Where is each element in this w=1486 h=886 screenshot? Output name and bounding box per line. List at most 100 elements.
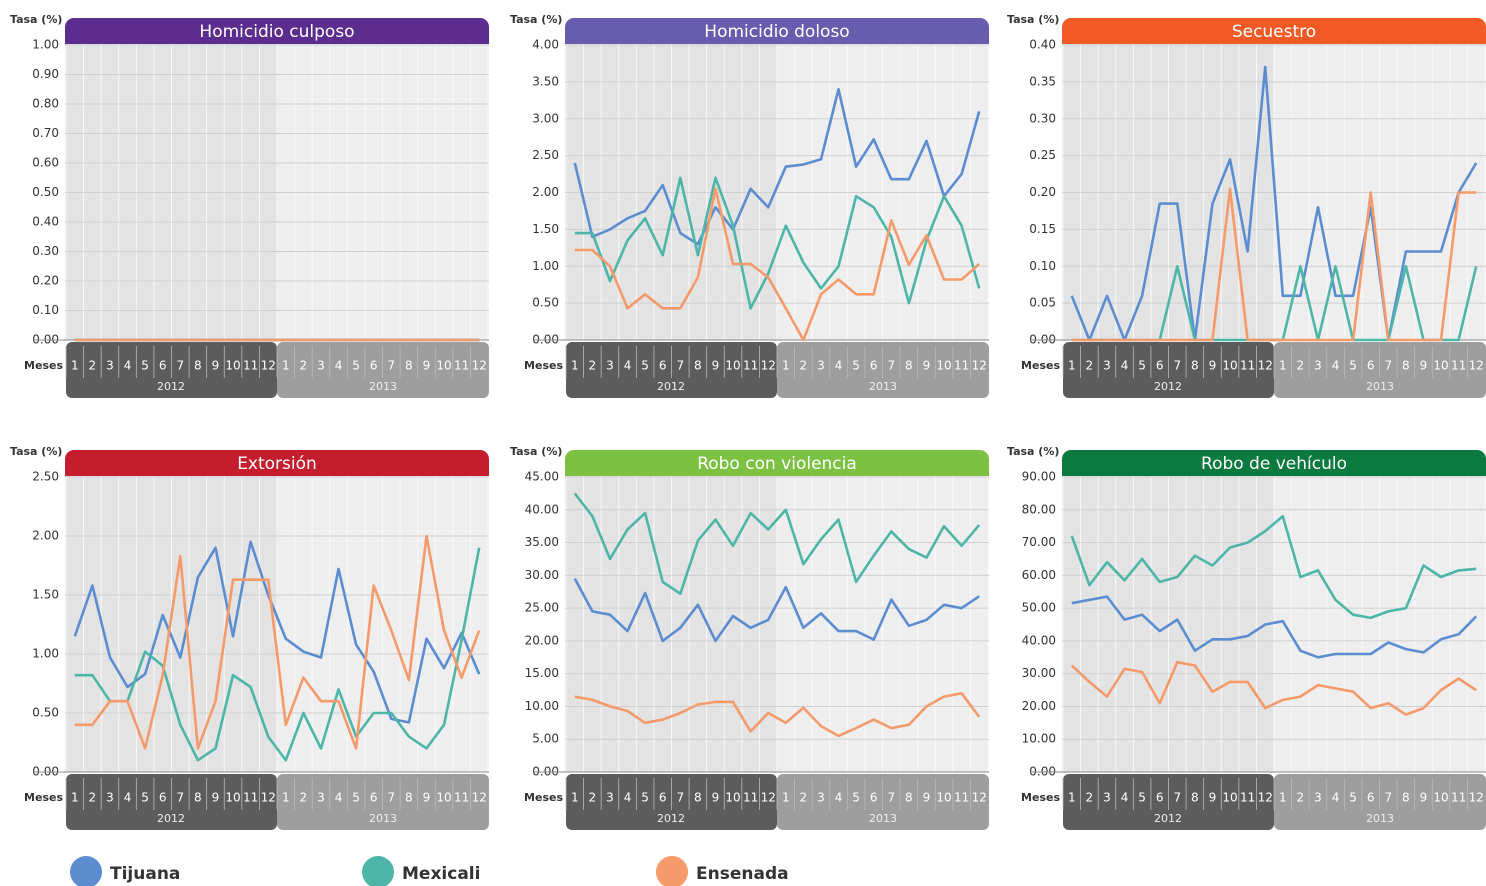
x-tick-label: 11 [743,791,758,805]
y-tick-label: 0.15 [1029,222,1056,236]
y-tick-label: 5.00 [532,732,559,746]
x-tick-label: 12 [472,359,487,373]
year-label: 2012 [157,812,185,825]
y-tick-label: 0.30 [1029,111,1056,125]
x-tick-label: 11 [1451,359,1466,373]
x-tick-label: 4 [335,359,343,373]
y-axis-label: Tasa (%) [510,445,562,458]
year-label: 2012 [657,812,685,825]
legend-swatch [362,856,394,886]
x-tick-label: 11 [243,791,258,805]
x-axis-label: Meses [524,791,563,804]
y-tick-label: 1.00 [532,259,559,273]
x-tick-label: 12 [472,791,487,805]
x-tick-label: 11 [454,791,469,805]
x-tick-label: 10 [725,359,740,373]
x-tick-label: 3 [817,791,825,805]
x-tick-label: 1 [1279,359,1287,373]
year-label: 2013 [869,380,897,393]
x-axis-label: Meses [524,359,563,372]
x-tick-label: 9 [712,359,720,373]
x-tick-label: 2 [89,791,97,805]
x-tick-label: 4 [335,791,343,805]
x-tick-label: 12 [1258,359,1273,373]
x-tick-label: 10 [1222,791,1237,805]
y-tick-label: 0.60 [32,156,59,170]
x-tick-label: 10 [436,359,451,373]
y-tick-label: 0.50 [32,185,59,199]
x-tick-label: 8 [405,359,413,373]
x-tick-label: 12 [1258,791,1273,805]
x-tick-label: 12 [761,359,776,373]
x-tick-label: 3 [317,359,325,373]
x-axis-label: Meses [24,359,63,372]
year-label: 2012 [157,380,185,393]
x-tick-label: 1 [1279,791,1287,805]
x-tick-label: 9 [923,359,931,373]
x-tick-label: 6 [1156,791,1164,805]
y-tick-label: 0.25 [1029,148,1056,162]
x-tick-label: 3 [1314,791,1322,805]
x-tick-label: 6 [159,791,167,805]
x-tick-label: 9 [1420,359,1428,373]
x-tick-label: 9 [1209,359,1217,373]
x-tick-label: 9 [923,791,931,805]
chart-title: Secuestro [1232,22,1316,42]
x-tick-label: 3 [817,359,825,373]
x-tick-label: 9 [1420,791,1428,805]
legend-label: Tijuana [110,864,180,884]
y-tick-label: 3.50 [532,74,559,88]
y-tick-label: 1.00 [32,647,59,661]
x-tick-label: 6 [1367,359,1375,373]
x-tick-label: 7 [176,791,184,805]
y-tick-label: 10.00 [1022,732,1056,746]
x-tick-label: 7 [176,359,184,373]
x-tick-label: 1 [782,359,790,373]
year-label: 2013 [1366,812,1394,825]
x-tick-label: 6 [370,791,378,805]
x-tick-label: 7 [676,359,684,373]
y-tick-label: 2.00 [32,529,59,543]
y-tick-label: 1.50 [532,222,559,236]
x-tick-label: 5 [1138,359,1146,373]
y-tick-label: 35.00 [525,535,559,549]
x-tick-label: 2 [300,359,308,373]
y-tick-label: 3.00 [532,111,559,125]
y-tick-label: 0.35 [1029,74,1056,88]
x-tick-label: 9 [212,359,220,373]
x-tick-label: 5 [141,359,149,373]
x-tick-label: 11 [1451,791,1466,805]
x-tick-label: 1 [1068,359,1076,373]
x-tick-label: 2 [800,359,808,373]
x-tick-label: 4 [1332,359,1340,373]
x-tick-label: 6 [1156,359,1164,373]
x-tick-label: 4 [835,359,843,373]
x-tick-label: 5 [352,791,360,805]
year-label: 2013 [1366,380,1394,393]
chart-title: Robo de vehículo [1201,454,1347,474]
y-tick-label: 80.00 [1022,502,1056,516]
x-tick-label: 6 [1367,791,1375,805]
chart-title: Homicidio culposo [199,22,354,42]
y-tick-label: 25.00 [525,601,559,615]
x-tick-label: 1 [571,791,579,805]
legend-label: Mexicali [402,864,480,884]
x-tick-label: 3 [106,359,114,373]
x-tick-label: 11 [454,359,469,373]
x-tick-label: 8 [694,791,702,805]
year-label: 2013 [369,380,397,393]
x-axis-label: Meses [24,791,63,804]
x-tick-label: 7 [1173,791,1181,805]
x-tick-label: 4 [624,359,632,373]
x-tick-label: 8 [1402,359,1410,373]
y-tick-label: 50.00 [1022,601,1056,615]
x-tick-label: 1 [71,359,79,373]
x-tick-label: 7 [887,359,895,373]
x-tick-label: 7 [387,791,395,805]
x-tick-label: 11 [243,359,258,373]
x-tick-label: 10 [725,791,740,805]
y-tick-label: 0.05 [1029,296,1056,310]
x-tick-label: 5 [141,791,149,805]
x-tick-label: 3 [317,791,325,805]
x-tick-label: 7 [387,359,395,373]
